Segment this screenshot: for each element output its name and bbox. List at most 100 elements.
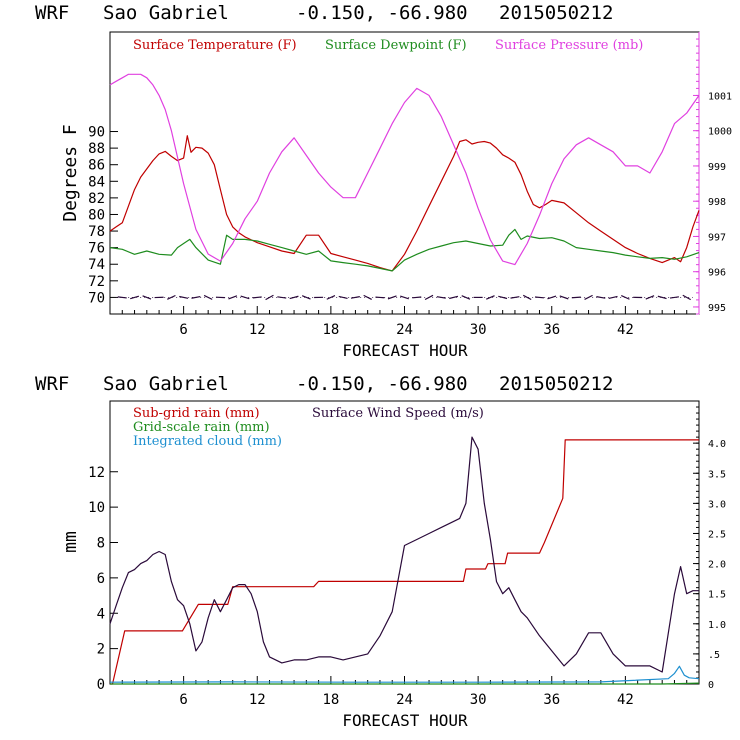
p1-ytick-label: 72 xyxy=(88,274,105,290)
p1-y2tick-label: 995 xyxy=(708,303,726,314)
p1-plot-frame xyxy=(109,31,700,315)
p1-wind-barb xyxy=(400,295,409,300)
p2-ytick-label: 2 xyxy=(97,642,105,658)
p1-xtick-label: 6 xyxy=(179,322,187,338)
p2-header-init: 2015050212 xyxy=(499,373,613,395)
p1-wind-barb xyxy=(203,294,213,300)
p2-legend-gridscale: Grid-scale rain (mm) xyxy=(133,420,270,435)
p2-ytick-label: 4 xyxy=(97,606,105,622)
p1-wind-barb xyxy=(498,295,508,300)
p1-wind-barb xyxy=(252,296,262,299)
p2-wind-speed-line xyxy=(109,436,699,673)
p2-y2tick-label: 2.5 xyxy=(708,529,726,540)
p1-wind-barb xyxy=(657,295,667,300)
p1-wind-barb xyxy=(117,296,127,299)
p1-legend-dewpoint: Surface Dewpoint (F) xyxy=(325,38,467,53)
p1-wind-barb xyxy=(277,296,287,299)
p2-header-coords: -0.150, -66.980 xyxy=(296,373,468,395)
p1-ytick-label: 70 xyxy=(88,290,105,306)
p1-xtick-label: 36 xyxy=(543,322,560,338)
p2-ytick-label: 12 xyxy=(88,465,105,481)
p1-wind-barb xyxy=(179,295,189,299)
p2-y2tick-label: 3.0 xyxy=(708,499,726,510)
p1-right-ticks: 995 996 997 998 999 1000 1001 xyxy=(693,38,732,315)
p2-y2tick-label: 1.0 xyxy=(708,620,726,631)
p2-x-ticks: 6 12 18 24 30 36 42 xyxy=(121,676,688,708)
p1-wind-barb xyxy=(240,295,250,300)
p1-wind-barb xyxy=(596,296,606,299)
p1-y2tick-label: 1000 xyxy=(708,127,732,138)
p1-ytick-label: 80 xyxy=(88,207,105,223)
p2-y2tick-label: 3.5 xyxy=(708,469,726,480)
p1-xtick-label: 42 xyxy=(617,322,634,338)
p2-y2tick-label: 0 xyxy=(708,680,714,691)
p1-ytick-label: 76 xyxy=(88,241,105,257)
p2-y2tick-label: 2.0 xyxy=(708,560,726,571)
p2-integrated-cloud-line xyxy=(109,665,700,683)
p1-ytick-label: 82 xyxy=(88,191,105,207)
p1-y-axis-label: Degrees F xyxy=(60,124,81,222)
p2-y-axis-label: mm xyxy=(60,531,81,553)
p1-wind-barb xyxy=(228,295,238,300)
p1-ytick-label: 74 xyxy=(88,257,105,273)
p2-subgrid-rain-line xyxy=(110,439,699,685)
p1-ytick-label: 88 xyxy=(88,141,105,157)
p1-x-ticks: 6 12 18 24 30 36 42 xyxy=(121,306,688,338)
p1-wind-barb xyxy=(424,294,434,301)
p1-wind-barb xyxy=(265,294,274,301)
p1-header-init: 2015050212 xyxy=(499,2,613,24)
p1-wind-barb xyxy=(167,294,176,300)
p1-wind-barb xyxy=(436,296,446,299)
p1-xtick-label: 30 xyxy=(470,322,487,338)
p1-wind-barb xyxy=(547,295,557,300)
p2-right-ticks: 0 .5 1.0 1.5 2.0 2.5 3.0 3.5 4.0 xyxy=(693,400,726,691)
p1-wind-barb xyxy=(375,296,385,299)
p2-xtick-label: 24 xyxy=(396,692,413,708)
p1-wind-barb xyxy=(486,295,495,300)
p2-header-station: Sao Gabriel xyxy=(103,373,229,395)
p1-y2tick-label: 997 xyxy=(708,232,726,243)
panel-temperature: WRF Sao Gabriel -0.150, -66.980 20150502… xyxy=(35,2,732,360)
p2-legend-wind: Surface Wind Speed (m/s) xyxy=(312,406,484,421)
p1-y2tick-label: 1001 xyxy=(708,91,732,102)
p2-y2tick-label: .5 xyxy=(708,650,720,661)
p1-wind-barb xyxy=(461,295,471,300)
p1-wind-barb xyxy=(571,296,581,299)
p2-header-model: WRF xyxy=(35,373,69,395)
p1-legend-pressure: Surface Pressure (mb) xyxy=(495,38,643,53)
p1-dewpoint-line xyxy=(109,228,700,272)
p1-wind-barb xyxy=(559,295,569,300)
p2-x-axis-label: FORECAST HOUR xyxy=(342,711,468,730)
p1-header-model: WRF xyxy=(35,2,69,24)
p1-xtick-label: 24 xyxy=(396,322,413,338)
p1-wind-barb xyxy=(191,295,201,299)
p1-wind-barb xyxy=(510,296,520,299)
p1-wind-barb xyxy=(669,296,679,299)
p2-ytick-label: 10 xyxy=(88,500,105,516)
p1-wind-barbs xyxy=(116,294,693,301)
p1-wind-barb xyxy=(522,294,532,301)
p2-xtick-label: 30 xyxy=(470,692,487,708)
p2-series-group xyxy=(109,436,700,685)
p1-wind-barb xyxy=(363,294,372,300)
p2-gridscale-rain-line xyxy=(110,682,700,685)
p1-wind-barb xyxy=(449,295,459,300)
p1-wind-barb xyxy=(142,295,152,300)
p1-wind-barb xyxy=(301,295,311,300)
p1-y2tick-label: 999 xyxy=(708,162,726,173)
p2-ytick-label: 6 xyxy=(97,571,105,587)
p1-pressure-line xyxy=(109,73,700,266)
panel-precipitation: WRF Sao Gabriel -0.150, -66.980 20150502… xyxy=(35,373,726,730)
p1-wind-barb xyxy=(682,294,691,301)
p1-xtick-label: 12 xyxy=(249,322,266,338)
p1-wind-barb xyxy=(289,295,299,300)
p2-ytick-label: 8 xyxy=(97,536,105,552)
p1-xtick-label: 18 xyxy=(322,322,339,338)
p1-ytick-label: 78 xyxy=(88,224,105,240)
p1-y2tick-label: 996 xyxy=(708,268,726,279)
p1-ytick-label: 84 xyxy=(88,174,105,190)
p2-y-ticks: 0 2 4 6 8 10 12 xyxy=(88,465,118,693)
p1-wind-barb xyxy=(338,295,348,300)
